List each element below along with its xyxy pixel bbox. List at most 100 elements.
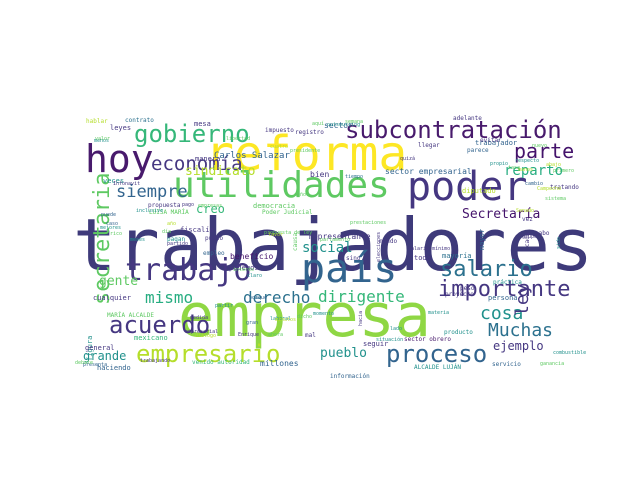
word-27: Secretaría bbox=[462, 207, 540, 222]
word-88: vez bbox=[522, 216, 533, 223]
word-101: materia bbox=[428, 310, 449, 316]
word-75: situación bbox=[376, 336, 403, 343]
word-66: sino bbox=[346, 255, 361, 262]
word-84: peso bbox=[460, 285, 475, 292]
word-78: registro bbox=[295, 129, 324, 136]
word-26: reparto bbox=[504, 163, 563, 179]
word-51: información bbox=[330, 373, 370, 380]
word-43: bien bbox=[310, 170, 329, 179]
word-49: mayor bbox=[478, 229, 486, 250]
word-85: elecciones bbox=[376, 232, 382, 262]
word-152: primero bbox=[553, 168, 574, 174]
word-67: persona bbox=[488, 294, 518, 302]
word-149: manos bbox=[518, 167, 533, 173]
word-79: impuesto bbox=[265, 127, 294, 134]
word-141: señor bbox=[294, 192, 309, 198]
word-150: Campeche bbox=[537, 186, 561, 192]
word-134: propuesta de ley bbox=[264, 230, 312, 236]
word-109: combustible bbox=[553, 350, 586, 356]
word-71: diputado bbox=[462, 187, 496, 195]
word-99: partido bbox=[167, 241, 188, 247]
word-6: hoy bbox=[85, 137, 154, 181]
word-107: trabajando bbox=[140, 358, 170, 364]
word-154: minutos bbox=[275, 317, 296, 323]
word-7: trabajo bbox=[125, 253, 251, 288]
word-1: empresa bbox=[178, 281, 431, 351]
word-143: aquí bbox=[312, 120, 324, 127]
word-36: representante bbox=[308, 232, 371, 241]
word-33: grande bbox=[83, 349, 126, 363]
word-50: millones bbox=[260, 359, 299, 368]
word-148: nuevo bbox=[532, 143, 547, 149]
word-59: Poder Judicial bbox=[262, 209, 313, 216]
word-74: sector obrero bbox=[404, 336, 451, 343]
word-93: empresarial bbox=[185, 329, 218, 335]
word-58: democracia bbox=[253, 202, 295, 210]
word-121: rico bbox=[110, 231, 122, 237]
word-110: partir bbox=[215, 303, 233, 309]
word-29: pueblo bbox=[320, 346, 367, 361]
word-132: cambio bbox=[525, 181, 543, 187]
word-40: leyes bbox=[110, 124, 131, 132]
word-19: derecho bbox=[243, 288, 310, 307]
word-140: interés bbox=[233, 266, 254, 273]
word-46: podemos bbox=[229, 264, 259, 272]
word-106: presenta bbox=[83, 362, 107, 368]
word-102: salario mínimo bbox=[408, 245, 450, 252]
word-100: evitar bbox=[480, 137, 502, 144]
word-32: creo bbox=[196, 202, 225, 216]
word-111: caso bbox=[106, 221, 118, 227]
word-52: servicio bbox=[492, 361, 521, 368]
word-17: parte bbox=[514, 139, 574, 163]
word-53: haciendo bbox=[97, 364, 131, 372]
word-90: parece bbox=[467, 147, 489, 154]
word-25: social bbox=[302, 240, 353, 256]
word-120: inclusive bbox=[136, 208, 163, 214]
word-68: producto bbox=[444, 329, 473, 336]
word-15: economía bbox=[151, 153, 243, 175]
word-94: quizá bbox=[400, 155, 415, 162]
word-8: gobierno bbox=[134, 120, 250, 148]
word-118: menos bbox=[94, 138, 109, 144]
word-0: trabajadores bbox=[73, 203, 593, 287]
word-20: dirigente bbox=[318, 287, 405, 306]
word-91: tratando bbox=[550, 184, 579, 191]
word-16: secretaria bbox=[90, 173, 115, 305]
word-61: MARÍA ALCALDE bbox=[107, 311, 154, 319]
word-131: prestaciones bbox=[350, 220, 386, 226]
word-98: grupo bbox=[522, 234, 537, 240]
word-129: diálogo bbox=[195, 332, 216, 339]
word-112: medida bbox=[190, 315, 208, 321]
word-55: fiscalía bbox=[180, 226, 214, 234]
word-105: venido autoridad bbox=[192, 359, 250, 366]
word-123: día bbox=[162, 228, 171, 235]
word-80: manera bbox=[195, 155, 220, 163]
word-83: práctica bbox=[493, 279, 522, 286]
word-18: mismo bbox=[145, 288, 193, 307]
word-10: acuerdo bbox=[109, 311, 210, 339]
word-56: pagan bbox=[167, 236, 185, 243]
word-137: valor bbox=[95, 136, 110, 142]
word-63: cualquier bbox=[93, 294, 131, 302]
word-24: ley bbox=[512, 283, 533, 316]
word-37: trabajador bbox=[475, 139, 517, 147]
word-12: proceso bbox=[386, 340, 487, 368]
word-21: Muchas bbox=[488, 320, 553, 341]
word-136: claro bbox=[247, 273, 262, 279]
word-65: seguir bbox=[363, 340, 388, 348]
word-151: tasa bbox=[508, 165, 520, 171]
word-108: Enrique bbox=[238, 332, 259, 338]
word-57: punto bbox=[205, 235, 223, 242]
word-38: sector bbox=[324, 121, 353, 130]
word-14: importante bbox=[438, 277, 570, 302]
word-45: beneficio bbox=[230, 252, 274, 261]
word-2: reforma bbox=[205, 126, 407, 182]
word-9: subcontratación bbox=[345, 116, 562, 144]
word-13: salario bbox=[440, 257, 533, 282]
word-95: pago bbox=[182, 202, 194, 208]
word-44: tiempo bbox=[345, 174, 363, 180]
word-4: país bbox=[301, 246, 397, 292]
word-41: contrato bbox=[125, 117, 154, 124]
word-3: poder bbox=[407, 164, 527, 210]
